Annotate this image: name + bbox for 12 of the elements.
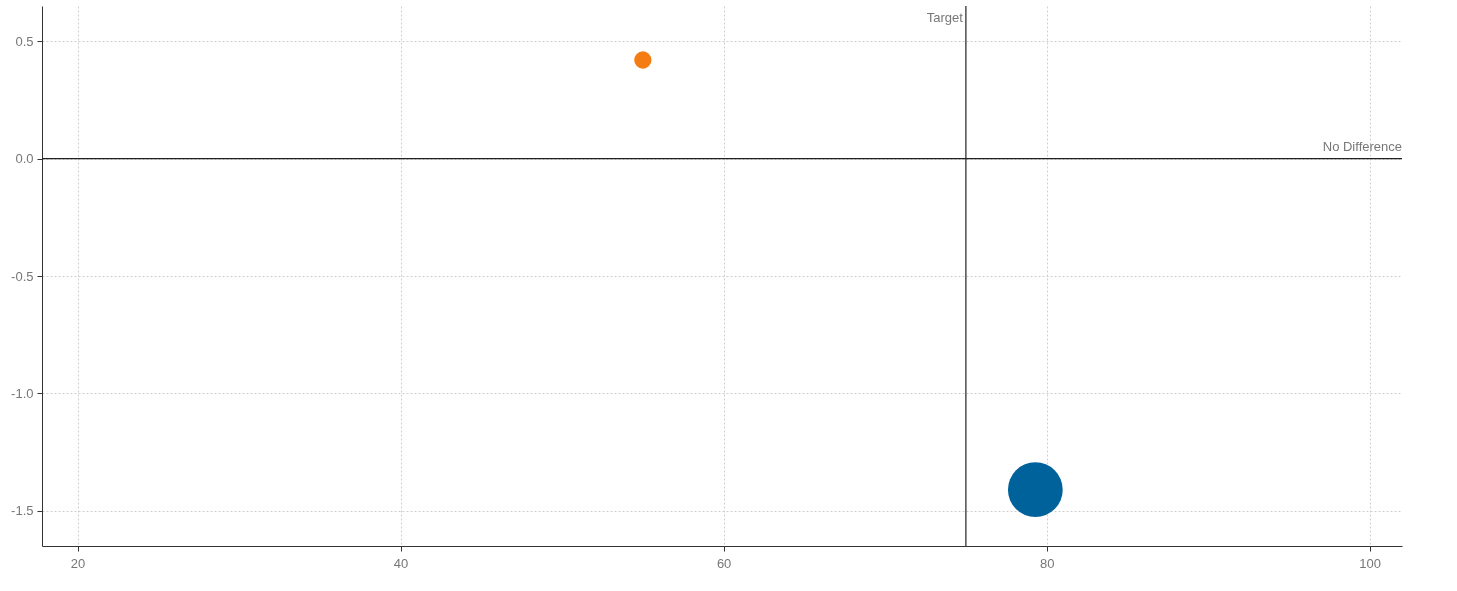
x-tick-label: 40 bbox=[393, 555, 409, 571]
y-tick-label: -1.0 bbox=[11, 385, 34, 401]
x-tick-label: 20 bbox=[70, 555, 86, 571]
y-tick-label: -0.5 bbox=[11, 268, 34, 284]
y-tick-label: 0.5 bbox=[15, 33, 34, 49]
ref-line-label: Target bbox=[926, 10, 964, 25]
ref-line-label: No Difference bbox=[1322, 138, 1402, 154]
y-tick-label: 0.0 bbox=[15, 151, 34, 167]
x-tick-label: 80 bbox=[1039, 555, 1055, 571]
x-tick-label: 100 bbox=[1359, 555, 1382, 571]
x-tick-label: 60 bbox=[716, 555, 732, 571]
y-tick-label: -1.5 bbox=[11, 503, 34, 519]
